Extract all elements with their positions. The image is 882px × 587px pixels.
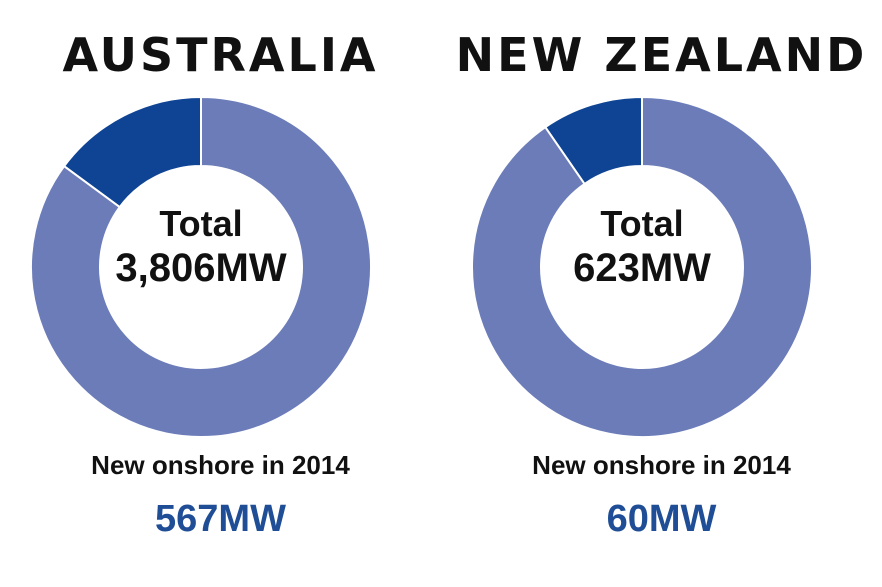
center-total-label: Total 623MW <box>471 202 813 290</box>
new-onshore-value: 60MW <box>606 498 717 540</box>
donut-slice-remaining <box>30 95 372 438</box>
country-title: AUSTRALIA <box>62 28 379 82</box>
center-total-label: Total 3,806MW <box>30 202 372 290</box>
donut-chart <box>30 95 372 438</box>
donut-slice-remaining <box>471 95 813 438</box>
australia-panel: AUSTRALIA Total 3,806MW New onshore in 2… <box>30 28 379 540</box>
total-label: Total <box>159 203 243 244</box>
total-label: Total <box>600 203 684 244</box>
new-onshore-value: 567MW <box>155 498 286 540</box>
total-value: 623MW <box>573 246 711 290</box>
country-title: NEW ZEALAND <box>455 28 868 82</box>
new-zealand-panel: NEW ZEALAND Total 623MW New onshore in 2… <box>441 0 882 587</box>
donut-chart <box>471 95 813 438</box>
new-onshore-caption: New onshore in 2014 <box>91 450 350 480</box>
new-onshore-caption: New onshore in 2014 <box>532 450 791 480</box>
total-value: 3,806MW <box>115 246 287 290</box>
